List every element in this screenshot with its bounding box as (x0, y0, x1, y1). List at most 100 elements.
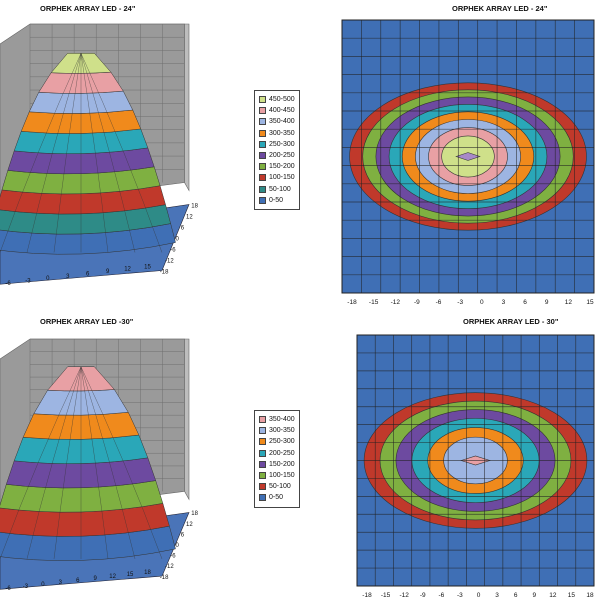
legend-swatch (259, 196, 266, 204)
legend-swatch (259, 438, 266, 446)
heatmap-chart-24: -18 -15 -12 -9 -6 -3 0 3 6 9 12 15 (341, 19, 595, 306)
legend-label: 0-50 (269, 196, 284, 204)
x-tick-label: 0 (46, 276, 50, 282)
l24-legend-item: 450-500 (259, 94, 295, 105)
surface-mesh-line (80, 53, 136, 253)
x-tick-label: 6 (76, 578, 80, 584)
legend-swatch (259, 472, 266, 480)
x-tick-label: 6 (86, 271, 90, 277)
l24-legend-item: 50-100 (259, 184, 295, 195)
heatmap-chart-30: -18 -15 -12 -9 -6 -3 0 3 6 9 12 15 18 (356, 334, 595, 599)
surface-mesh-line (53, 53, 82, 253)
legend-swatch (259, 118, 266, 126)
x-tick-label: -6 (5, 586, 11, 592)
l24-legend-item: 0-50 (259, 195, 295, 206)
x-tick-label: -3 (25, 279, 31, 285)
side-wall (184, 338, 190, 501)
legend-swatch (259, 460, 266, 468)
legend-label: 300-350 (269, 427, 295, 435)
legend-swatch (259, 140, 266, 148)
chart-title-heatmap-24: ORPHEK ARRAY LED - 24" (452, 4, 548, 13)
legend-30: 350-400 300-350 250-300 200-250 150-200 100-1… (254, 410, 300, 508)
l24-legend-item: 100-150 (259, 172, 295, 183)
l24-legend-item: 300-350 (259, 128, 295, 139)
x-tick-label: 0 (41, 582, 45, 588)
l24-legend-item: 350-400 (259, 116, 295, 127)
legend-label: 250-300 (269, 140, 295, 148)
l30-legend-item: 0-50 (259, 492, 295, 503)
legend-swatch (259, 174, 266, 182)
chart-title-surface-30: ORPHEK ARRAY LED -30" (40, 317, 134, 326)
x-tick-label: 0 (477, 592, 481, 599)
chart-title-surface-24: ORPHEK ARRAY LED - 24" (40, 4, 136, 13)
y-tick-label: -12 (165, 258, 174, 264)
x-tick-label: -6 (5, 281, 11, 287)
l30-legend-item: 150-200 (259, 459, 295, 470)
l24-legend-item: 150-200 (259, 161, 295, 172)
y-tick-label: 18 (191, 203, 198, 209)
x-tick-label: 0 (480, 299, 484, 306)
surface-mesh-line (80, 366, 136, 559)
legend-swatch (259, 96, 266, 104)
y-tick-label: 12 (186, 214, 193, 220)
legend-label: 450-500 (269, 96, 295, 104)
surface-mesh-line (26, 53, 82, 253)
y-tick-label: 12 (186, 522, 193, 528)
x-tick-label: -18 (362, 592, 372, 599)
x-tick-label: 9 (106, 269, 110, 275)
x-tick-label: -3 (457, 299, 463, 306)
x-tick-label: 3 (495, 592, 499, 599)
x-tick-label: 15 (586, 299, 594, 306)
x-tick-label: -12 (391, 299, 401, 306)
legend-swatch (259, 152, 266, 160)
legend-label: 250-300 (269, 438, 295, 446)
legend-label: 200-250 (269, 152, 295, 160)
x-tick-label: 9 (94, 576, 98, 582)
x-tick-label: 6 (514, 592, 518, 599)
legend-label: 0-50 (269, 494, 284, 502)
x-tick-label: 15 (127, 572, 134, 578)
x-tick-label: -3 (23, 584, 29, 590)
y-tick-label: -6 (170, 247, 176, 253)
x-tick-label: 3 (66, 274, 70, 280)
x-tick-label: 15 (568, 592, 576, 599)
l30-legend-item: 50-100 (259, 481, 295, 492)
surface-mesh-line (53, 366, 82, 559)
x-tick-label: -12 (399, 592, 409, 599)
legend-swatch (259, 416, 266, 424)
legend-24: 450-500 400-450 350-400 300-350 250-300 200-2… (254, 90, 300, 210)
l30-legend-item: 100-150 (259, 470, 295, 481)
y-tick-label: -6 (170, 554, 176, 560)
surface-mesh-line (80, 366, 109, 559)
y-tick-label: 18 (191, 511, 198, 517)
legend-swatch (259, 449, 266, 457)
legend-swatch (259, 163, 266, 171)
l24-legend-item: 250-300 (259, 139, 295, 150)
heatmap-band (455, 152, 481, 161)
l24-legend-item: 200-250 (259, 150, 295, 161)
y-tick-label: 0 (176, 236, 180, 242)
x-tick-label: 15 (144, 264, 151, 270)
x-tick-label: -18 (347, 299, 357, 306)
legend-label: 400-450 (269, 107, 295, 115)
y-tick-label: 0 (176, 543, 180, 549)
l30-legend-item: 300-350 (259, 425, 295, 436)
surface-mesh-line (80, 53, 109, 253)
x-tick-label: -15 (369, 299, 379, 306)
x-tick-label: -15 (381, 592, 391, 599)
l24-legend-item: 400-450 (259, 105, 295, 116)
x-tick-label: -3 (457, 592, 463, 599)
x-tick-label: -9 (414, 299, 420, 306)
l30-legend-item: 200-250 (259, 448, 295, 459)
x-tick-label: 12 (109, 574, 116, 580)
x-tick-label: 6 (523, 299, 527, 306)
legend-swatch (259, 107, 266, 115)
x-tick-label: 12 (565, 299, 573, 306)
legend-label: 200-250 (269, 449, 295, 457)
legend-label: 150-200 (269, 460, 295, 468)
x-tick-label: 18 (144, 570, 151, 576)
surface-mesh-line (80, 366, 163, 559)
legend-label: 350-400 (269, 416, 295, 424)
